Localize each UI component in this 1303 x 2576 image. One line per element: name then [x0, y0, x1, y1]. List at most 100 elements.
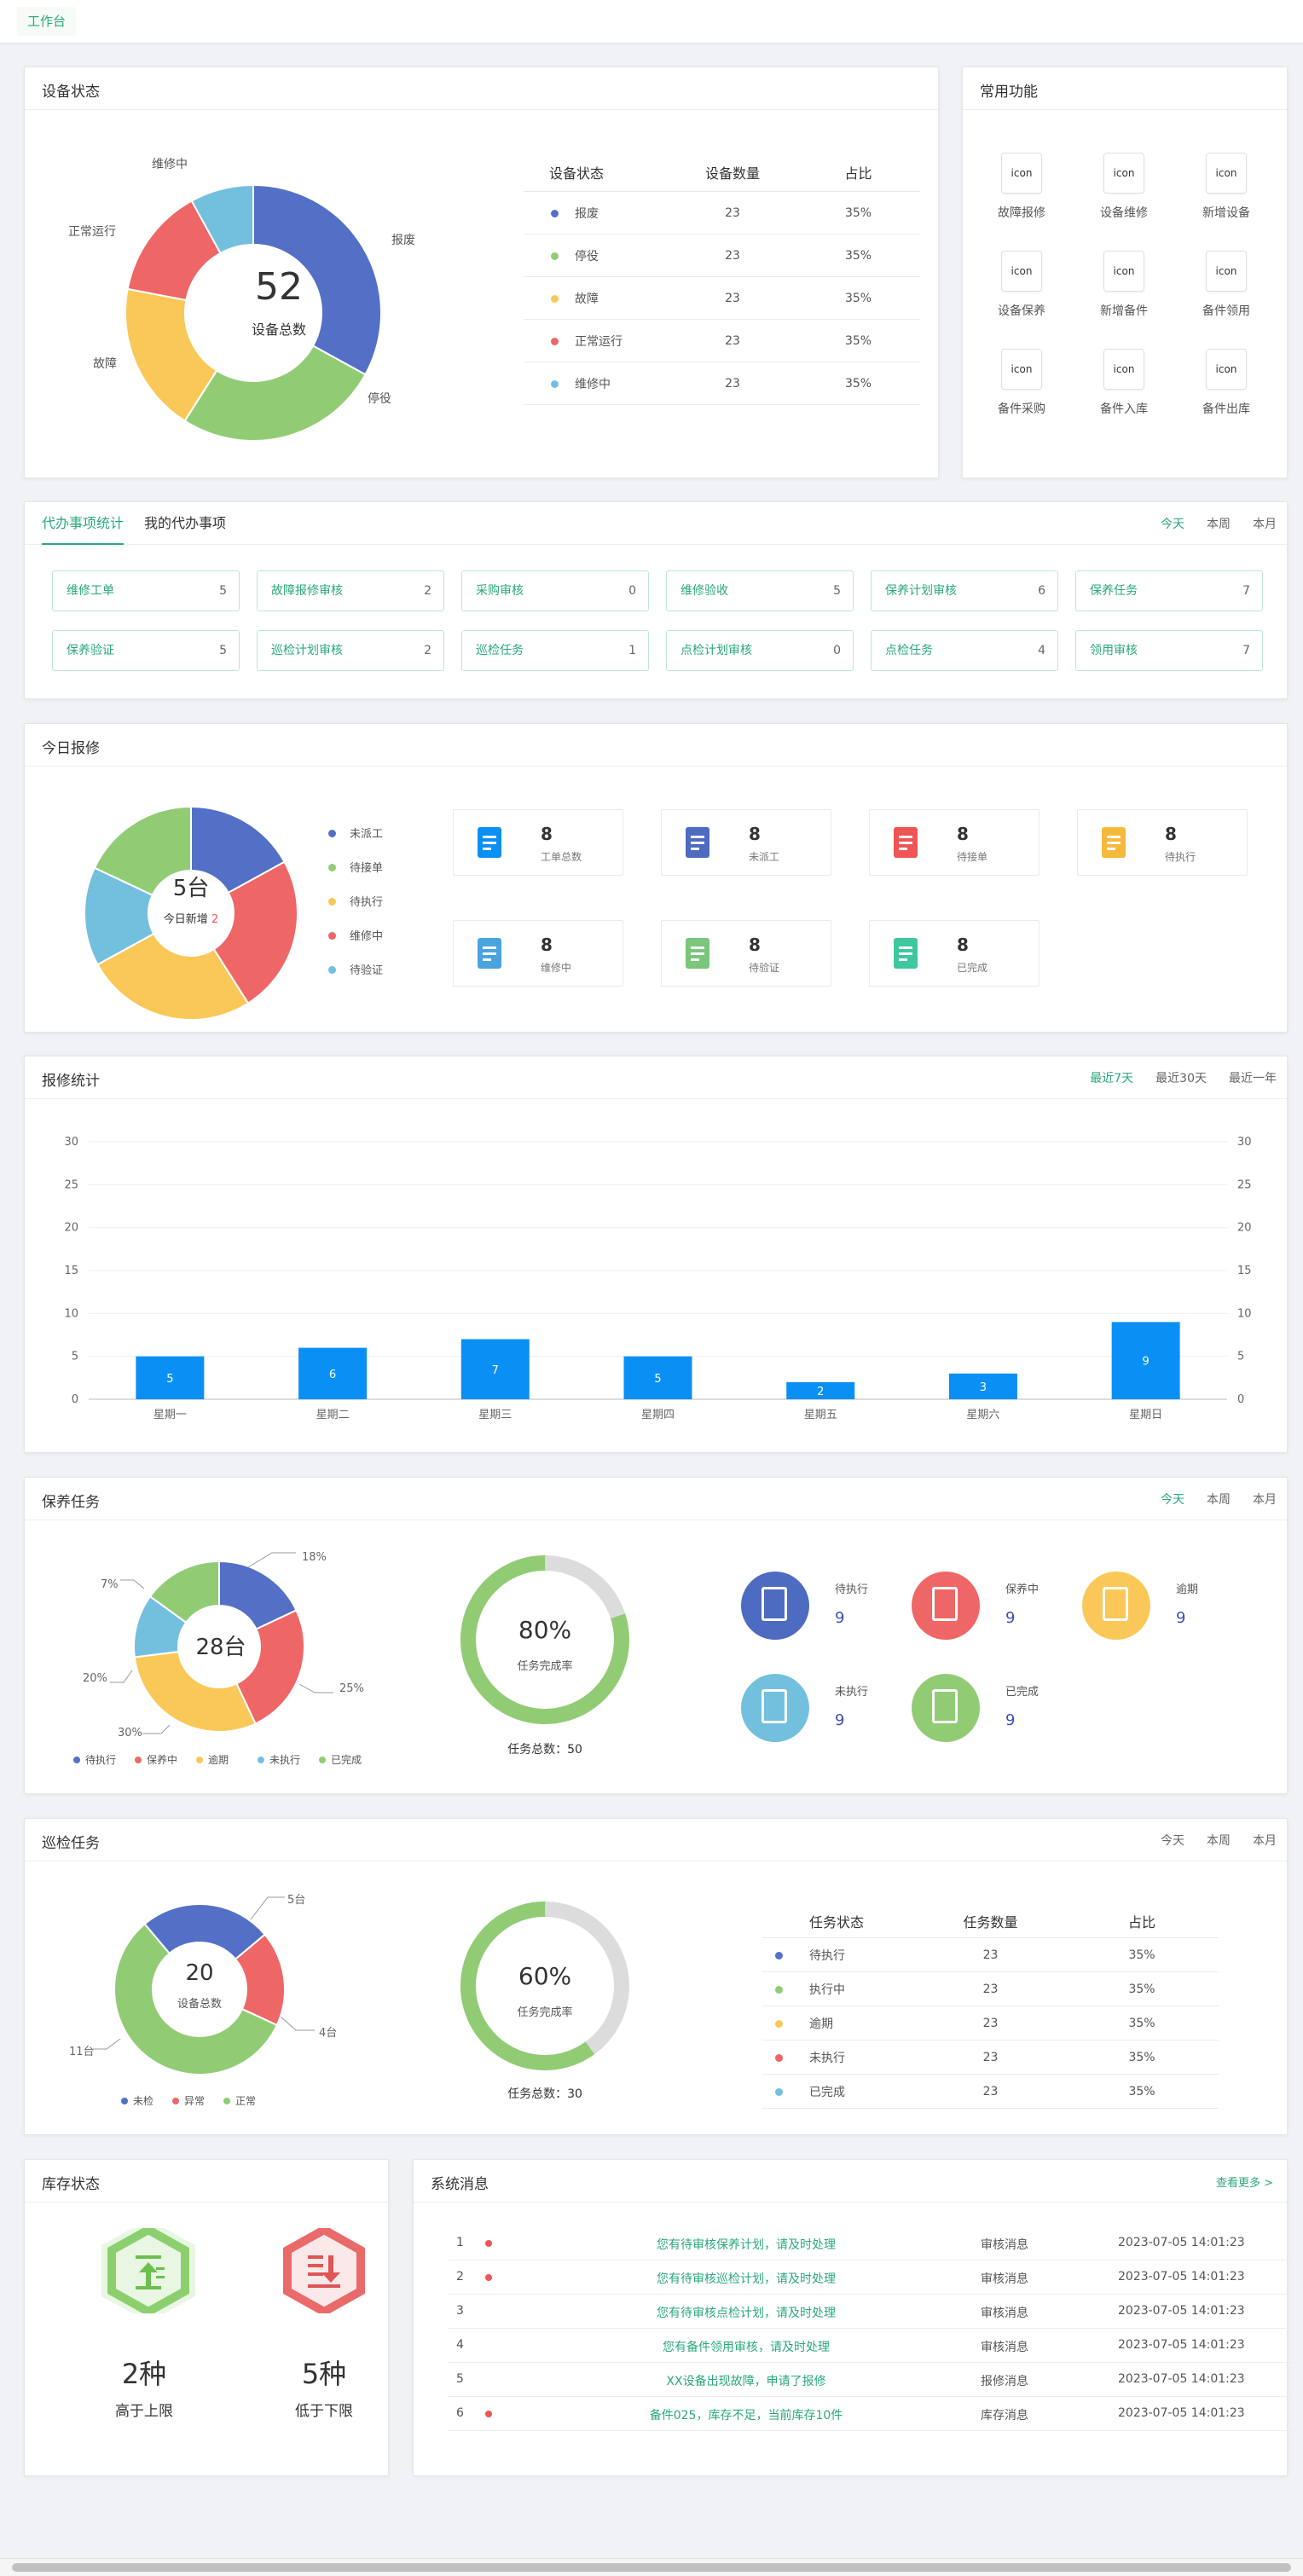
range-today[interactable]: 今天 — [1161, 518, 1184, 531]
message-time: 2023-07-05 14:01:23 — [1118, 2270, 1245, 2284]
todo-item[interactable]: 故障报修审核 2 — [257, 570, 444, 611]
stat-value: 8 — [541, 824, 553, 844]
todo-item[interactable]: 保养任务 7 — [1075, 570, 1263, 611]
range-today[interactable]: 今天 — [1161, 1493, 1184, 1507]
y-tick-label-right: 20 — [1237, 1222, 1252, 1235]
view-more-link[interactable]: 查看更多 > — [1215, 2177, 1273, 2190]
range-week[interactable]: 本周 — [1207, 518, 1231, 531]
todo-item[interactable]: 巡检计划审核 2 — [257, 630, 444, 671]
message-text[interactable]: 您有待审核保养计划，请及时处理 — [657, 2238, 836, 2252]
fn-device-maintain[interactable]: icon 设备保养 — [983, 251, 1060, 319]
message-row[interactable]: 1 您有待审核保养计划，请及时处理 审核消息 2023-07-05 14:01:23 — [448, 2226, 1300, 2261]
todo-item[interactable]: 采购审核 0 — [461, 570, 649, 611]
tab-my-todo[interactable]: 我的代办事项 — [144, 515, 227, 531]
range-30days[interactable]: 最近30天 — [1155, 1072, 1207, 1085]
message-row[interactable]: 5 XX设备出现故障，申请了报修 报修消息 2023-07-05 14:01:23 — [448, 2363, 1300, 2397]
status-label: 保养中 — [1005, 1583, 1040, 1596]
pct-label: 7% — [101, 1578, 119, 1591]
insp-rate: 60% — [518, 1962, 572, 1990]
range-week[interactable]: 本周 — [1207, 1834, 1231, 1848]
message-text[interactable]: 您有备件领用审核，请及时处理 — [663, 2341, 830, 2354]
y-tick-label: 30 — [64, 1136, 78, 1149]
fn-spare-use[interactable]: icon 备件领用 — [1188, 251, 1265, 319]
todo-item[interactable]: 点检计划审核 0 — [666, 630, 854, 671]
fn-device-repair[interactable]: icon 设备维修 — [1086, 153, 1162, 221]
bar — [786, 1381, 855, 1399]
status-label: 逾期 — [1176, 1583, 1199, 1596]
range-month[interactable]: 本月 — [1253, 1834, 1277, 1848]
status-circle-icon[interactable] — [912, 1572, 980, 1640]
message-row[interactable]: 4 您有备件领用审核，请及时处理 审核消息 2023-07-05 14:01:23 — [448, 2329, 1300, 2363]
clipboard-icon — [478, 827, 501, 858]
maint-total: 28台 — [195, 1635, 246, 1660]
fn-fault-report[interactable]: icon 故障报修 — [983, 153, 1060, 221]
todo-item[interactable]: 保养验证 5 — [52, 630, 240, 671]
todo-item[interactable]: 维修工单 5 — [52, 570, 240, 611]
callout-label: 11台 — [69, 2046, 95, 2058]
label-repairing: 维修中 — [152, 158, 188, 171]
stat-box[interactable]: 8 待接单 — [869, 809, 1040, 876]
range-year[interactable]: 最近一年 — [1229, 1072, 1277, 1085]
table-row: 维修中 23 35% — [524, 362, 920, 405]
label-stopped: 停役 — [368, 392, 391, 406]
stat-box[interactable]: 8 待验证 — [661, 920, 831, 987]
tab-todo-stats[interactable]: 代办事项统计 — [42, 502, 125, 545]
message-type: 审核消息 — [981, 2307, 1028, 2320]
message-row[interactable]: 2 您有待审核巡检计划，请及时处理 审核消息 2023-07-05 14:01:23 — [448, 2261, 1300, 2295]
stat-box[interactable]: 8 未派工 — [661, 809, 831, 876]
y-tick-label-right: 30 — [1237, 1136, 1252, 1149]
message-type: 库存消息 — [981, 2409, 1028, 2423]
todo-item[interactable]: 点检任务 4 — [871, 630, 1058, 671]
message-time: 2023-07-05 14:01:23 — [1118, 2406, 1245, 2420]
message-text[interactable]: 您有待审核点检计划，请及时处理 — [657, 2307, 836, 2320]
todo-item[interactable]: 领用审核 7 — [1075, 630, 1263, 671]
message-row[interactable]: 6 备件025，库存不足，当前库存10件 库存消息 2023-07-05 14:01:… — [448, 2397, 1300, 2431]
message-row[interactable]: 3 您有待审核点检计划，请及时处理 审核消息 2023-07-05 14:01:23 — [448, 2295, 1300, 2329]
message-text[interactable]: 您有待审核巡检计划，请及时处理 — [657, 2272, 836, 2286]
stat-box[interactable]: 8 待执行 — [1077, 809, 1248, 876]
fn-add-device[interactable]: icon 新增设备 — [1188, 153, 1265, 221]
bar — [623, 1356, 692, 1399]
y-tick-label: 20 — [64, 1222, 78, 1235]
status-circle-icon[interactable] — [741, 1674, 809, 1742]
todo-item[interactable]: 保养计划审核 6 — [871, 570, 1058, 611]
message-index: 5 — [456, 2372, 464, 2386]
donut-segment — [143, 1903, 267, 1961]
below-limit-label: 低于下限 — [295, 2403, 353, 2420]
range-today[interactable]: 今天 — [1161, 1834, 1184, 1848]
stat-box[interactable]: 8 工单总数 — [453, 809, 623, 876]
above-limit-icon — [101, 2228, 195, 2313]
common-functions-card: 常用功能 icon 故障报修 icon 设备维修 icon 新增设备 icon 设备保养… — [962, 67, 1288, 478]
fn-add-spare[interactable]: icon 新增备件 — [1086, 251, 1162, 319]
stat-label: 工单总数 — [541, 851, 582, 863]
callout-line — [93, 2038, 121, 2050]
range-7days[interactable]: 最近7天 — [1090, 1072, 1134, 1085]
y-tick-label: 15 — [64, 1265, 78, 1277]
horizontal-scrollbar[interactable] — [0, 2558, 1303, 2576]
fn-spare-out[interactable]: icon 备件出库 — [1188, 349, 1265, 417]
todo-item[interactable]: 巡检任务 1 — [461, 630, 649, 671]
fn-spare-purchase[interactable]: icon 备件采购 — [983, 349, 1060, 417]
tab-workbench[interactable]: 工作台 — [17, 7, 77, 36]
inspection-card: 巡检任务 今天 本周 本月 20 设备总数 5台 4台 11台 未检 异常 正常 6… — [24, 1818, 1288, 2135]
bar — [298, 1347, 368, 1399]
range-month[interactable]: 本月 — [1253, 1493, 1277, 1507]
range-month[interactable]: 本月 — [1253, 518, 1277, 531]
callout-label: 4台 — [319, 2027, 338, 2040]
message-text[interactable]: XX设备出现故障，申请了报修 — [666, 2375, 826, 2388]
todo-item[interactable]: 维修验收 5 — [666, 570, 854, 611]
status-circle-icon[interactable] — [741, 1572, 809, 1640]
range-week[interactable]: 本周 — [1207, 1493, 1231, 1507]
status-circle-icon[interactable] — [1082, 1572, 1150, 1640]
stat-box[interactable]: 8 维修中 — [453, 920, 623, 987]
th-count: 设备数量 — [704, 165, 760, 182]
stat-value: 8 — [749, 824, 761, 844]
scrollbar-thumb[interactable] — [12, 2563, 1291, 2572]
bar-value-label: 6 — [329, 1369, 336, 1381]
message-text[interactable]: 备件025，库存不足，当前库存10件 — [649, 2409, 843, 2423]
fn-spare-in[interactable]: icon 备件入库 — [1086, 349, 1162, 417]
x-tick-label: 星期一 — [153, 1409, 187, 1421]
stat-box[interactable]: 8 已完成 — [869, 920, 1040, 987]
status-circle-icon[interactable] — [912, 1674, 980, 1742]
donut-segment — [84, 866, 155, 966]
